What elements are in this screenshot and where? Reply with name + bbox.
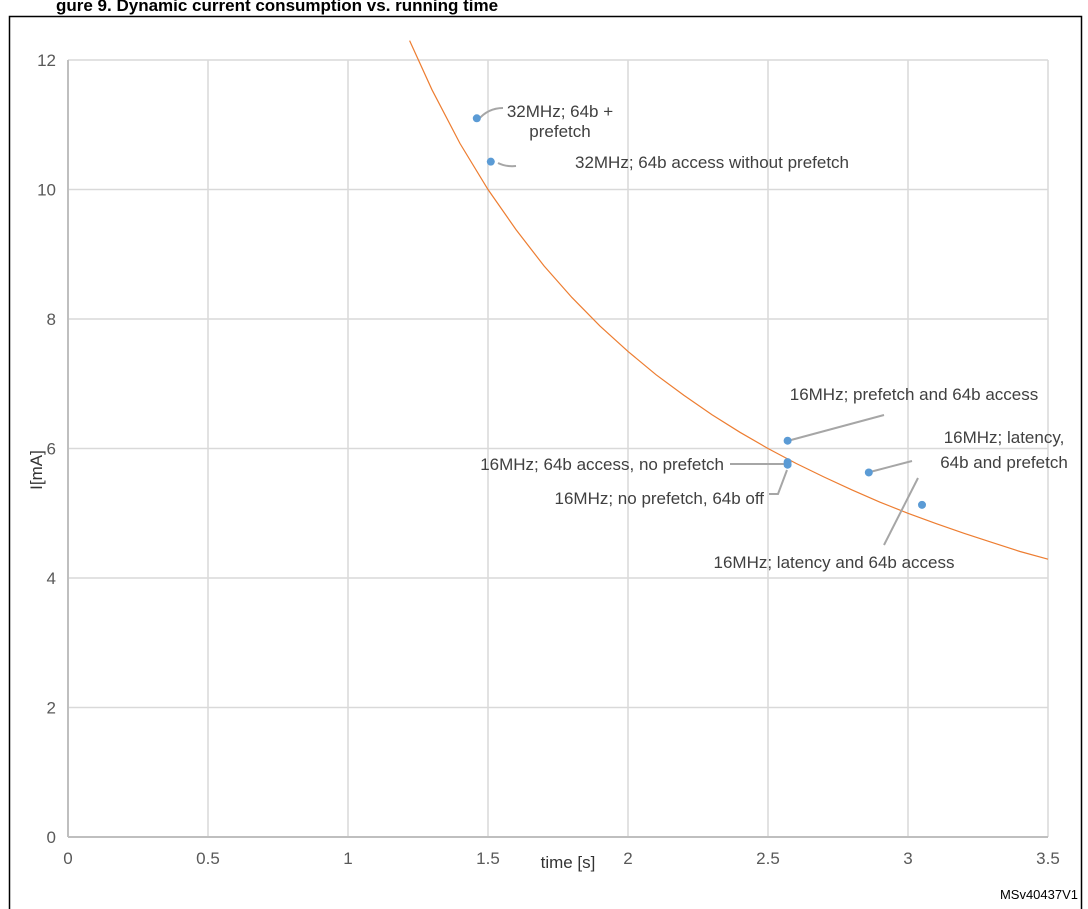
y-tick-label: 0 <box>47 828 56 847</box>
y-tick-label: 4 <box>47 569 56 588</box>
y-tick-label: 12 <box>37 51 56 70</box>
x-axis-title: time [s] <box>541 853 596 872</box>
gridlines <box>68 59 1049 837</box>
figure-caption: gure 9. Dynamic current consumption vs. … <box>56 0 498 15</box>
point-annotation-label: 32MHz; 64b access without prefetch <box>575 153 849 172</box>
y-tick-label: 8 <box>47 310 56 329</box>
point-annotation-label: 16MHz; prefetch and 64b access <box>790 385 1039 404</box>
data-point <box>918 500 926 509</box>
axes <box>67 60 1048 838</box>
annotation-leader-line <box>477 107 504 121</box>
point-annotation-label: 16MHz; latency, <box>944 428 1065 447</box>
data-points <box>472 114 926 509</box>
data-point <box>783 436 792 445</box>
point-annotation-label: 16MHz; 64b access, no prefetch <box>480 455 724 474</box>
x-tick-label: 0.5 <box>196 849 220 868</box>
x-tick-label: 3.5 <box>1036 849 1060 868</box>
annotation-leader-line <box>883 477 919 546</box>
x-tick-label: 1.5 <box>476 849 500 868</box>
data-point <box>783 460 792 469</box>
point-annotation-label: 16MHz; no prefetch, 64b off <box>555 489 765 508</box>
figure-frame <box>8 15 1083 909</box>
point-annotation-label: 32MHz; 64b + <box>507 102 613 121</box>
annotation-labels: 32MHz; 64b +prefetch 32MHz; 64b access wi… <box>480 102 1068 572</box>
x-tick-label: 3 <box>903 849 912 868</box>
y-tick-label: 6 <box>47 440 56 459</box>
x-tick-label: 0 <box>63 849 72 868</box>
annotation-leader-line <box>869 460 913 473</box>
tick-labels: 0 0.5 1 1.5 2 2.5 3 3.5 0 2 4 6 8 10 12 <box>37 51 1060 868</box>
y-tick-label: 10 <box>37 181 56 200</box>
data-point <box>486 157 495 166</box>
figure-id: MSv40437V1 <box>1000 887 1078 902</box>
point-annotation-label: prefetch <box>529 122 590 141</box>
data-point <box>864 468 873 477</box>
x-tick-label: 1 <box>343 849 352 868</box>
y-tick-label: 2 <box>47 699 56 718</box>
point-annotation-label: 64b and prefetch <box>940 453 1068 472</box>
point-annotation-label: 16MHz; latency and 64b access <box>714 553 955 572</box>
annotation-leader-line <box>497 162 517 168</box>
trend-line <box>409 40 1049 560</box>
x-tick-label: 2 <box>623 849 632 868</box>
annotation-leaders <box>477 107 919 546</box>
annotation-leader-line <box>790 414 885 441</box>
x-tick-label: 2.5 <box>756 849 780 868</box>
y-axis-title: I[mA] <box>27 450 46 490</box>
data-point <box>472 114 481 123</box>
annotation-leader-line <box>769 469 788 495</box>
